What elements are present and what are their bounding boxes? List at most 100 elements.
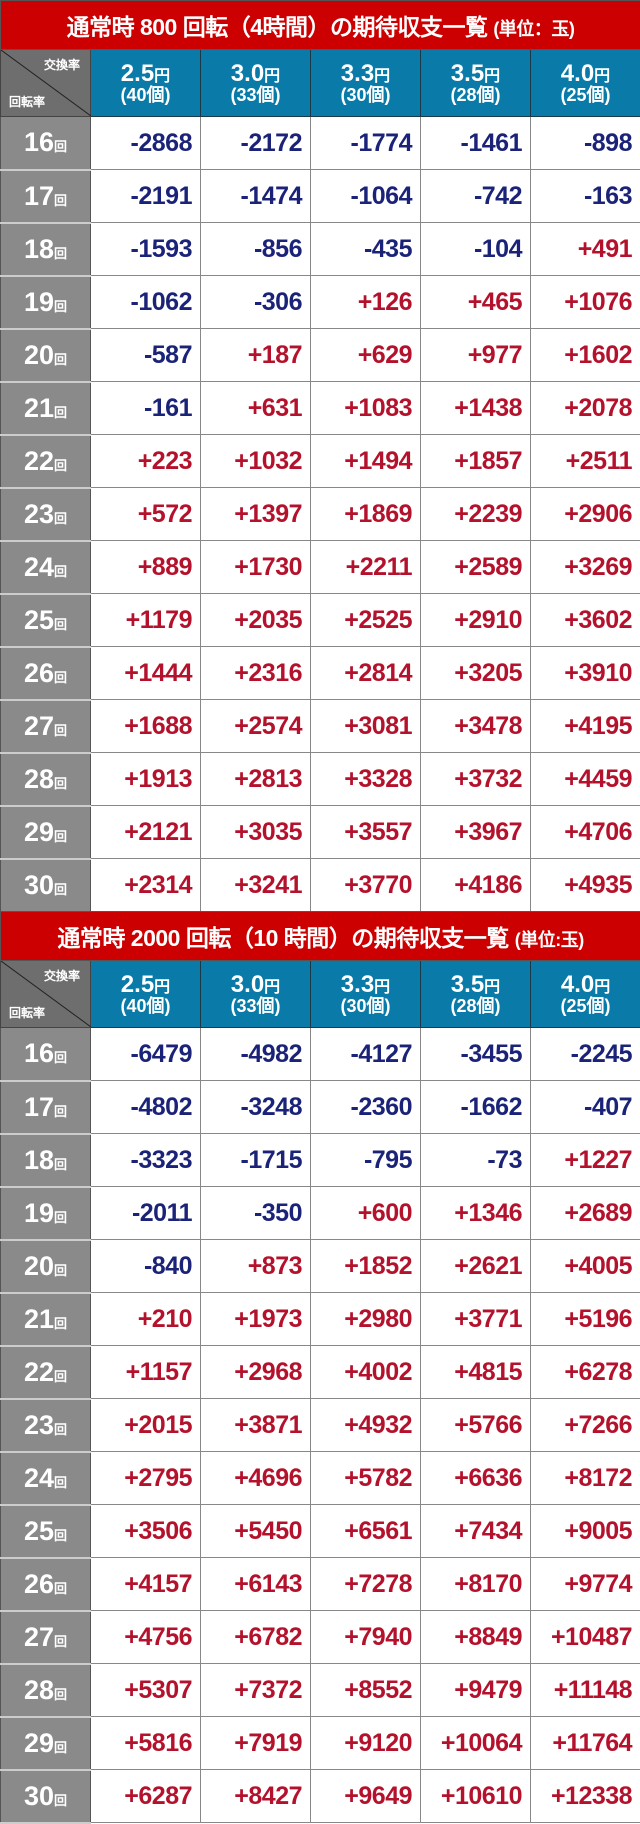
spin-suffix: 回 (54, 458, 67, 473)
value-cell: -6479 (91, 1028, 201, 1081)
yen-unit: 円 (594, 979, 610, 996)
column-header: 3.0円(33個) (201, 961, 311, 1028)
rate-value: 3.0 (231, 971, 264, 998)
table-row: 25回+3506+5450+6561+7434+9005 (1, 1505, 640, 1558)
value-cell: +187 (201, 329, 311, 382)
value-cell: +2689 (531, 1187, 640, 1240)
rate-value: 3.5 (451, 971, 484, 998)
value-cell: +3967 (421, 806, 531, 859)
row-label: 17回 (1, 1081, 91, 1134)
spin-suffix: 回 (54, 1793, 67, 1808)
spin-count: 18 (24, 234, 54, 264)
spin-suffix: 回 (54, 1316, 67, 1331)
column-header: 3.0円(33個) (201, 50, 311, 117)
spin-suffix: 回 (54, 405, 67, 420)
value-cell: +1444 (91, 647, 201, 700)
value-cell: +5816 (91, 1717, 201, 1770)
row-label: 22回 (1, 1346, 91, 1399)
value-cell: +7372 (201, 1664, 311, 1717)
value-cell: -3248 (201, 1081, 311, 1134)
value-cell: +3557 (311, 806, 421, 859)
spin-suffix: 回 (54, 1581, 67, 1596)
rate-value: 3.3 (341, 60, 374, 87)
spin-suffix: 回 (54, 723, 67, 738)
value-cell: +9774 (531, 1558, 640, 1611)
row-label: 27回 (1, 1611, 91, 1664)
value-cell: +3910 (531, 647, 640, 700)
value-cell: +6561 (311, 1505, 421, 1558)
table-row: 25回+1179+2035+2525+2910+3602 (1, 594, 640, 647)
row-label: 21回 (1, 1293, 91, 1346)
table-row: 24回+2795+4696+5782+6636+8172 (1, 1452, 640, 1505)
value-cell: -1774 (311, 117, 421, 170)
table-row: 27回+1688+2574+3081+3478+4195 (1, 700, 640, 753)
value-cell: +3771 (421, 1293, 531, 1346)
row-label: 24回 (1, 1452, 91, 1505)
row-label: 29回 (1, 806, 91, 859)
spin-suffix: 回 (54, 1050, 67, 1065)
spin-suffix: 回 (54, 882, 67, 897)
value-cell: -163 (531, 170, 640, 223)
value-cell: +629 (311, 329, 421, 382)
table-row: 19回-2011-350+600+1346+2689 (1, 1187, 640, 1240)
spin-count: 21 (24, 393, 54, 423)
row-label: 19回 (1, 1187, 91, 1240)
value-cell: +2980 (311, 1293, 421, 1346)
spin-count: 19 (24, 1198, 54, 1228)
spin-count: 29 (24, 817, 54, 847)
table-row: 23回+572+1397+1869+2239+2906 (1, 488, 640, 541)
row-label: 28回 (1, 753, 91, 806)
value-cell: -2868 (91, 117, 201, 170)
value-cell: +3732 (421, 753, 531, 806)
value-cell: +2525 (311, 594, 421, 647)
spin-count: 30 (24, 1781, 54, 1811)
value-cell: +3602 (531, 594, 640, 647)
table-row: 19回-1062-306+126+465+1076 (1, 276, 640, 329)
value-cell: +2968 (201, 1346, 311, 1399)
value-cell: +4459 (531, 753, 640, 806)
value-cell: +1397 (201, 488, 311, 541)
spin-count: 27 (24, 1622, 54, 1652)
ball-count: (25個) (532, 86, 639, 105)
spin-suffix: 回 (54, 511, 67, 526)
value-cell: +9649 (311, 1770, 421, 1823)
value-cell: +4696 (201, 1452, 311, 1505)
table-row: 30回+6287+8427+9649+10610+12338 (1, 1770, 640, 1823)
table-row: 20回-587+187+629+977+1602 (1, 329, 640, 382)
value-cell: +4195 (531, 700, 640, 753)
value-cell: +10610 (421, 1770, 531, 1823)
value-cell: +2813 (201, 753, 311, 806)
value-cell: +5450 (201, 1505, 311, 1558)
value-cell: -1062 (91, 276, 201, 329)
value-cell: +1869 (311, 488, 421, 541)
value-cell: +3506 (91, 1505, 201, 1558)
value-cell: +1857 (421, 435, 531, 488)
yen-unit: 円 (154, 979, 170, 996)
row-label: 17回 (1, 170, 91, 223)
yen-unit: 円 (484, 979, 500, 996)
value-cell: -306 (201, 276, 311, 329)
ball-count: (28個) (422, 997, 529, 1016)
value-cell: +2015 (91, 1399, 201, 1452)
table-row: 30回+2314+3241+3770+4186+4935 (1, 859, 640, 912)
value-cell: -4802 (91, 1081, 201, 1134)
unit-label: (単位:玉) (515, 930, 584, 950)
spin-suffix: 回 (54, 1634, 67, 1649)
value-cell: +3871 (201, 1399, 311, 1452)
table-row: 22回+1157+2968+4002+4815+6278 (1, 1346, 640, 1399)
corner-header: 交換率回転率 (1, 961, 91, 1028)
value-cell: +1227 (531, 1134, 640, 1187)
value-cell: +1076 (531, 276, 640, 329)
value-cell: +2035 (201, 594, 311, 647)
column-header: 2.5円(40個) (91, 50, 201, 117)
value-cell: +3241 (201, 859, 311, 912)
value-cell: +1973 (201, 1293, 311, 1346)
table-row: 17回-4802-3248-2360-1662-407 (1, 1081, 640, 1134)
value-cell: +4932 (311, 1399, 421, 1452)
spin-suffix: 回 (54, 617, 67, 632)
title-text: 通常時 2000 回転（10 時間）の期待収支一覧 (57, 925, 508, 951)
spin-rate-label: 回転率 (9, 93, 45, 110)
spin-count: 25 (24, 1516, 54, 1546)
spin-count: 16 (24, 1038, 54, 1068)
spin-suffix: 回 (54, 1263, 67, 1278)
